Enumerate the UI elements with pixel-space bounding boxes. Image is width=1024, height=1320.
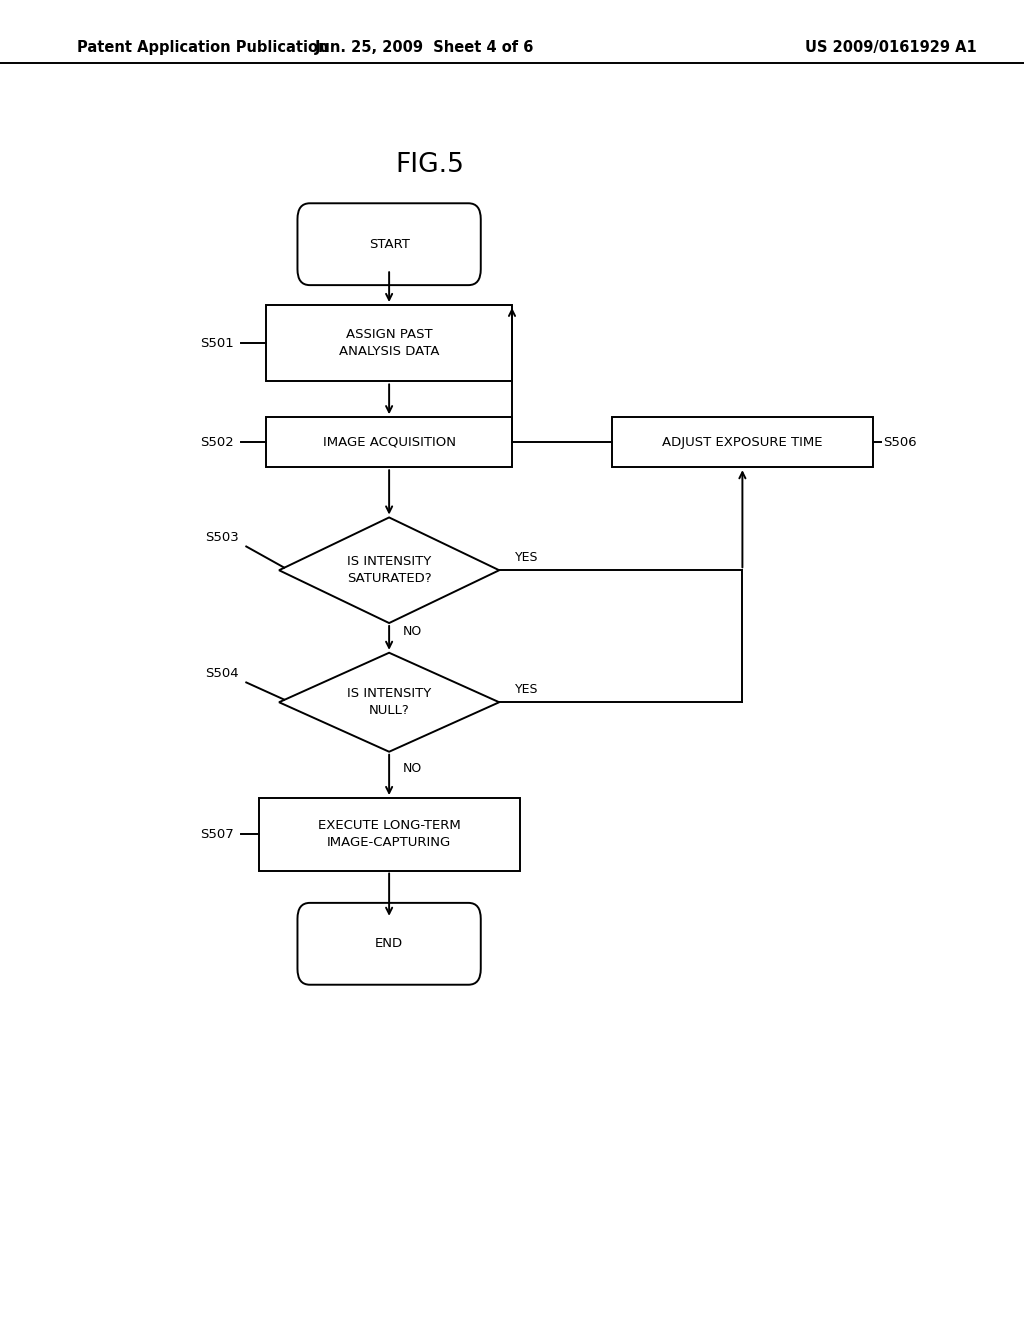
Text: NO: NO [402, 624, 422, 638]
Bar [611, 417, 872, 467]
Text: END: END [375, 937, 403, 950]
Text: S501: S501 [200, 337, 233, 350]
Text: Patent Application Publication: Patent Application Publication [77, 40, 329, 55]
Text: EXECUTE LONG-TERM
IMAGE-CAPTURING: EXECUTE LONG-TERM IMAGE-CAPTURING [317, 820, 461, 849]
Text: S507: S507 [200, 828, 233, 841]
Text: ADJUST EXPOSURE TIME: ADJUST EXPOSURE TIME [663, 436, 822, 449]
Bar [258, 797, 520, 871]
Text: S506: S506 [883, 436, 916, 449]
Text: FIG.5: FIG.5 [395, 152, 465, 178]
Text: ASSIGN PAST
ANALYSIS DATA: ASSIGN PAST ANALYSIS DATA [339, 329, 439, 358]
Text: S503: S503 [205, 531, 239, 544]
Text: Jun. 25, 2009  Sheet 4 of 6: Jun. 25, 2009 Sheet 4 of 6 [315, 40, 535, 55]
Text: YES: YES [514, 550, 538, 564]
Text: S504: S504 [205, 667, 239, 680]
Text: IS INTENSITY
NULL?: IS INTENSITY NULL? [347, 688, 431, 717]
Text: NO: NO [402, 762, 422, 775]
FancyBboxPatch shape [297, 903, 481, 985]
Polygon shape [279, 517, 500, 623]
Polygon shape [279, 652, 500, 751]
Text: YES: YES [514, 682, 538, 696]
Text: START: START [369, 238, 410, 251]
FancyBboxPatch shape [297, 203, 481, 285]
Bar [266, 417, 512, 467]
Text: IS INTENSITY
SATURATED?: IS INTENSITY SATURATED? [347, 556, 431, 585]
Text: US 2009/0161929 A1: US 2009/0161929 A1 [805, 40, 977, 55]
Bar [266, 305, 512, 381]
Text: IMAGE ACQUISITION: IMAGE ACQUISITION [323, 436, 456, 449]
Text: S502: S502 [200, 436, 233, 449]
